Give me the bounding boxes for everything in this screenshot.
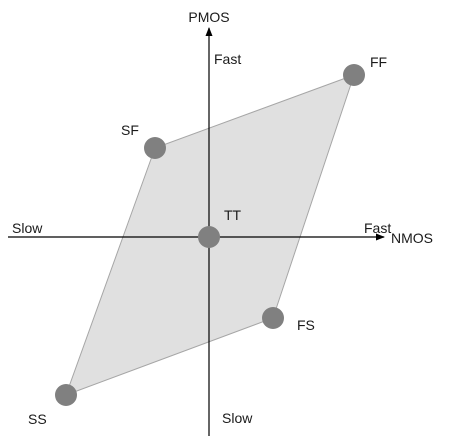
corner-dot-sf [144, 137, 166, 159]
corner-label-fs: FS [297, 317, 315, 333]
nmos-fast-label: Fast [364, 220, 391, 236]
corner-dot-fs [262, 307, 284, 329]
corner-dot-tt [198, 226, 220, 248]
corner-label-sf: SF [121, 122, 139, 138]
pmos-fast-label: Fast [214, 51, 241, 67]
nmos-slow-label: Slow [12, 220, 43, 236]
corner-label-tt: TT [224, 207, 242, 223]
corner-dot-ff [343, 64, 365, 86]
pmos-slow-label: Slow [222, 410, 253, 426]
pmos-axis-label: PMOS [188, 9, 229, 25]
nmos-axis-label: NMOS [391, 230, 433, 246]
corner-label-ff: FF [370, 54, 387, 70]
corner-label-ss: SS [28, 411, 47, 427]
corner-dot-ss [55, 384, 77, 406]
